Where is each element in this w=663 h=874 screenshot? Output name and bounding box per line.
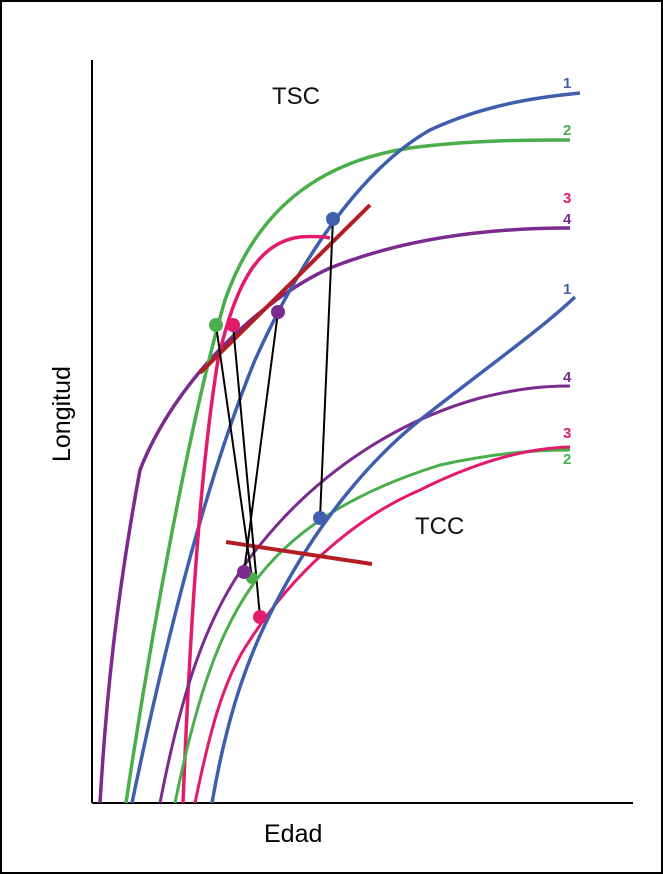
curve-tcc-1	[210, 295, 577, 804]
curve-number-tcc-3: 3	[563, 425, 571, 442]
curve-number-tcc-1: 1	[563, 281, 571, 298]
curve-tcc-3	[193, 445, 571, 804]
marker-tsc-1	[326, 212, 340, 226]
marker-tsc-3	[226, 318, 240, 332]
curve-tsc-1	[130, 91, 581, 804]
region-label-tsc: TSC	[272, 83, 320, 110]
curve-tsc-4	[98, 226, 571, 804]
curve-number-tcc-4: 4	[563, 369, 572, 386]
curve-number-tsc-3: 3	[563, 190, 571, 207]
curve-tcc-2	[173, 448, 571, 804]
connector-2	[215, 324, 253, 579]
x-axis-title: Edad	[264, 820, 322, 848]
marker-tsc-4	[271, 305, 285, 319]
curve-number-tcc-2: 2	[563, 451, 571, 468]
curve-number-tsc-2: 2	[563, 122, 571, 139]
marker-tcc-3	[253, 610, 267, 624]
connector-3	[232, 324, 261, 618]
curve-tsc-2	[124, 138, 571, 804]
curve-number-tsc-4: 4	[563, 211, 572, 228]
trend-line-tsc	[198, 203, 372, 375]
curve-number-tsc-1: 1	[563, 75, 571, 92]
marker-tcc-1	[313, 511, 327, 525]
y-axis-title: Longitud	[48, 366, 76, 462]
curve-tsc-3	[181, 234, 331, 804]
marker-tsc-2	[209, 318, 223, 332]
region-label-tcc: TCC	[415, 513, 464, 540]
connector-1	[319, 218, 334, 519]
curve-tcc-4	[158, 384, 571, 804]
trend-line-tcc	[225, 540, 373, 566]
marker-tcc-4	[237, 565, 251, 579]
connector-4	[243, 311, 279, 573]
